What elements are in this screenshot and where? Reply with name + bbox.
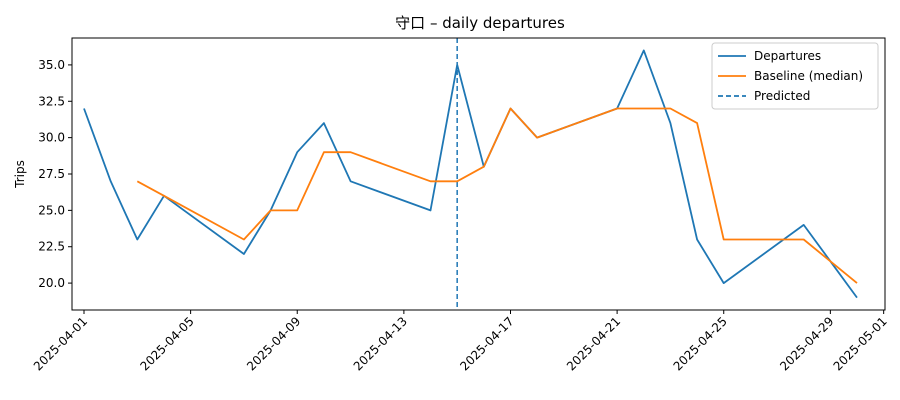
legend-entry-2: Predicted [754,89,810,103]
x-tick-label-6: 2025-04-25 [671,314,730,373]
y-tick-label-5: 32.5 [38,94,65,108]
y-tick-label-3: 27.5 [38,167,65,181]
y-tick-label-0: 20.0 [38,276,65,290]
y-tick-label-4: 30.0 [38,131,65,145]
y-axis-label: Trips [13,160,27,189]
x-tick-label-4: 2025-04-17 [457,314,516,373]
x-tick-label-3: 2025-04-13 [351,314,410,373]
legend-entry-1: Baseline (median) [754,69,863,83]
legend-box [711,42,879,110]
x-tick-label-0: 2025-04-01 [31,314,90,373]
legend: Departures Baseline (median) Predicted [711,42,879,110]
x-tick-label-5: 2025-04-21 [564,314,623,373]
chart-title: 守口 – daily departures [395,14,565,32]
y-tick-label-6: 35.0 [38,58,65,72]
plot-area [83,38,858,310]
legend-entry-0: Departures [754,49,821,63]
x-tick-label-1: 2025-04-05 [138,314,197,373]
y-tick-label-2: 25.0 [38,203,65,217]
y-tick-label-1: 22.5 [38,240,65,254]
x-tick-label-7: 2025-04-29 [777,314,836,373]
series-line-0 [83,49,858,299]
x-tick-label-8: 2025-05-01 [831,314,890,373]
x-tick-label-2: 2025-04-09 [244,314,303,373]
series-line-1 [136,107,858,284]
